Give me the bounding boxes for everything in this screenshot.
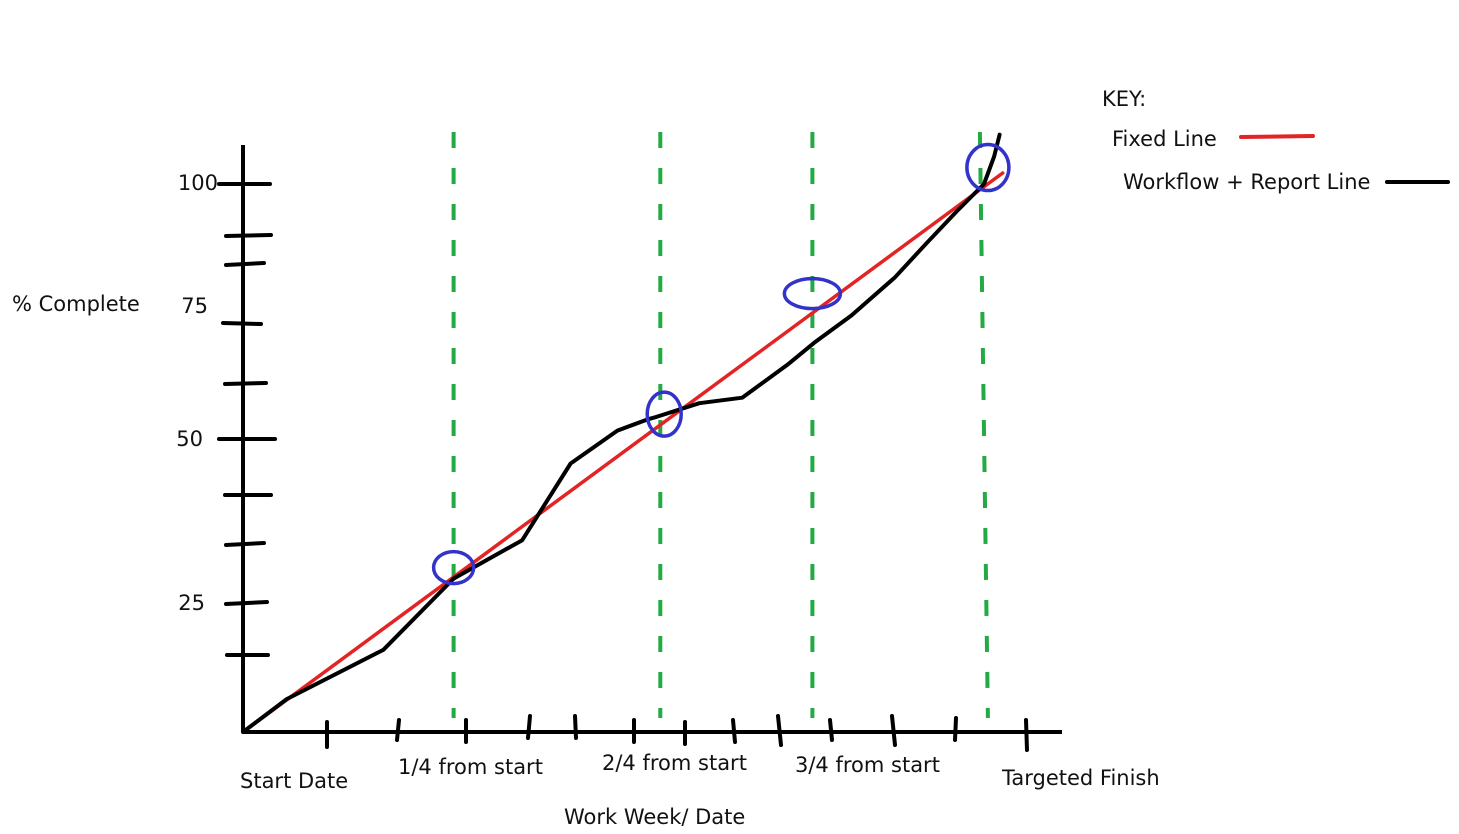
series-line-fixed (241, 171, 1005, 734)
highlight-circle (645, 390, 683, 438)
x-axis-tick (776, 714, 783, 747)
y-tick-label-25: 25 (178, 591, 205, 615)
legend-label-workflow-line: Workflow + Report Line (1123, 170, 1370, 194)
x-axis-tick (1024, 718, 1029, 752)
highlight-circle (782, 276, 843, 311)
y-tick-label-50: 50 (176, 427, 203, 451)
x-axis-tick (828, 718, 834, 742)
legend: KEY: Fixed Line Workflow + Report Line (1102, 87, 1450, 194)
y-axis-tick (224, 233, 273, 238)
x-axis-tick (573, 714, 578, 740)
x-axis-tick (890, 714, 897, 747)
reference-lines (451, 131, 990, 719)
y-tick-label-100: 100 (178, 171, 218, 195)
y-axis-tick (223, 381, 268, 386)
legend-title: KEY: (1102, 87, 1146, 111)
x-axis-tick (953, 716, 958, 742)
legend-label-fixed-line: Fixed Line (1112, 127, 1217, 151)
y-minor-ticks (217, 182, 277, 657)
highlight-circle (431, 549, 476, 586)
highlight-circles (431, 142, 1011, 586)
series-lines (241, 132, 1005, 734)
series-line-workflow (241, 132, 1002, 734)
x-axis-title: Work Week/ Date (564, 805, 745, 829)
x-tick-label-half: 2/4 from start (602, 751, 747, 775)
x-axis-tick (526, 714, 532, 740)
x-tick-label-three-quarter: 3/4 from start (795, 753, 940, 777)
x-axis-tick (731, 718, 737, 744)
y-axis-tick (221, 321, 263, 326)
x-axis-tick (395, 718, 401, 742)
x-minor-ticks (325, 714, 1029, 752)
x-tick-label-finish: Targeted Finish (1001, 766, 1160, 790)
y-tick-label-75: 75 (181, 294, 208, 318)
y-axis-tick (224, 600, 269, 606)
legend-swatch-fixed-line (1239, 134, 1315, 139)
reference-line (977, 131, 990, 719)
highlight-circle (965, 142, 1011, 193)
x-tick-label-start: Start Date (240, 769, 348, 793)
y-axis-tick (224, 541, 266, 547)
y-axis-tick (224, 261, 266, 267)
x-tick-label-quarter: 1/4 from start (398, 755, 543, 779)
y-axis-title: % Complete (12, 292, 140, 316)
